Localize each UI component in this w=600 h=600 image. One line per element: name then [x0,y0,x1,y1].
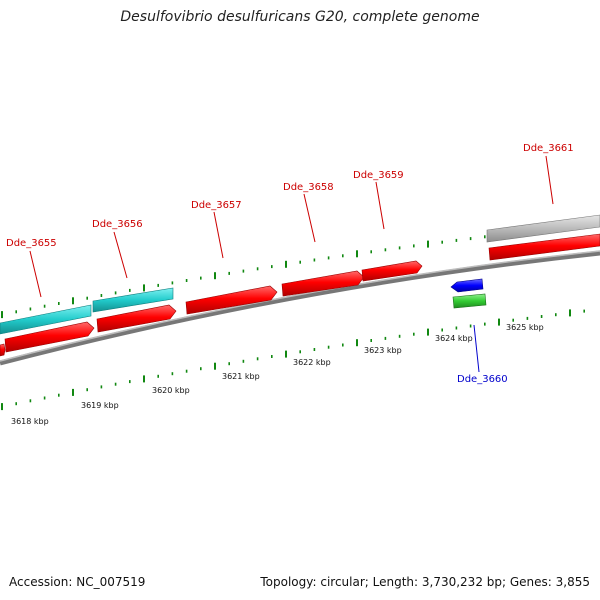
feature-green [452,293,487,309]
backbone [0,250,600,366]
gene-label: Dde_3661 [523,143,574,154]
forward-leaders [29,155,554,298]
gene-dde_3656 [96,304,177,333]
scale-label: 3622 kbp [293,358,331,367]
reverse-leader [473,324,480,373]
gene-label: Dde_3655 [6,238,57,249]
gene-dde_3659 [361,260,423,282]
gene-dde_3657 [185,285,278,315]
scale-label: 3620 kbp [152,386,190,395]
scale-label: 3618 kbp [11,417,49,426]
gene-dde_3660 [450,278,484,293]
scale-label: 3625 kbp [506,323,544,332]
gene-dde_3658 [281,270,365,297]
gene-dde_3654 [0,343,6,357]
feature-gray [486,214,600,243]
scale-label: 3619 kbp [81,401,119,410]
gene-label: Dde_3658 [283,182,334,193]
gene-label: Dde_3660 [457,374,508,385]
map-title: Desulfovibrio desulfuricans G20, complet… [120,9,480,25]
cyan-features [0,287,174,335]
gene-label: Dde_3659 [353,170,404,181]
gene-dde_3661 [488,233,600,261]
scale-label: 3623 kbp [364,346,402,355]
forward-genes [0,233,600,357]
gene-dde_3655 [4,321,95,353]
scale-label: 3624 kbp [435,334,473,343]
accession-text: Accession: NC_007519 [9,575,146,589]
feature-cyan-1 [0,304,92,335]
gene-label: Dde_3656 [92,219,143,230]
topology-text: Topology: circular; Length: 3,730,232 bp… [260,575,590,589]
gene-label: Dde_3657 [191,200,242,211]
feature-cyan-2 [92,287,174,313]
scale-label: 3621 kbp [222,372,260,381]
